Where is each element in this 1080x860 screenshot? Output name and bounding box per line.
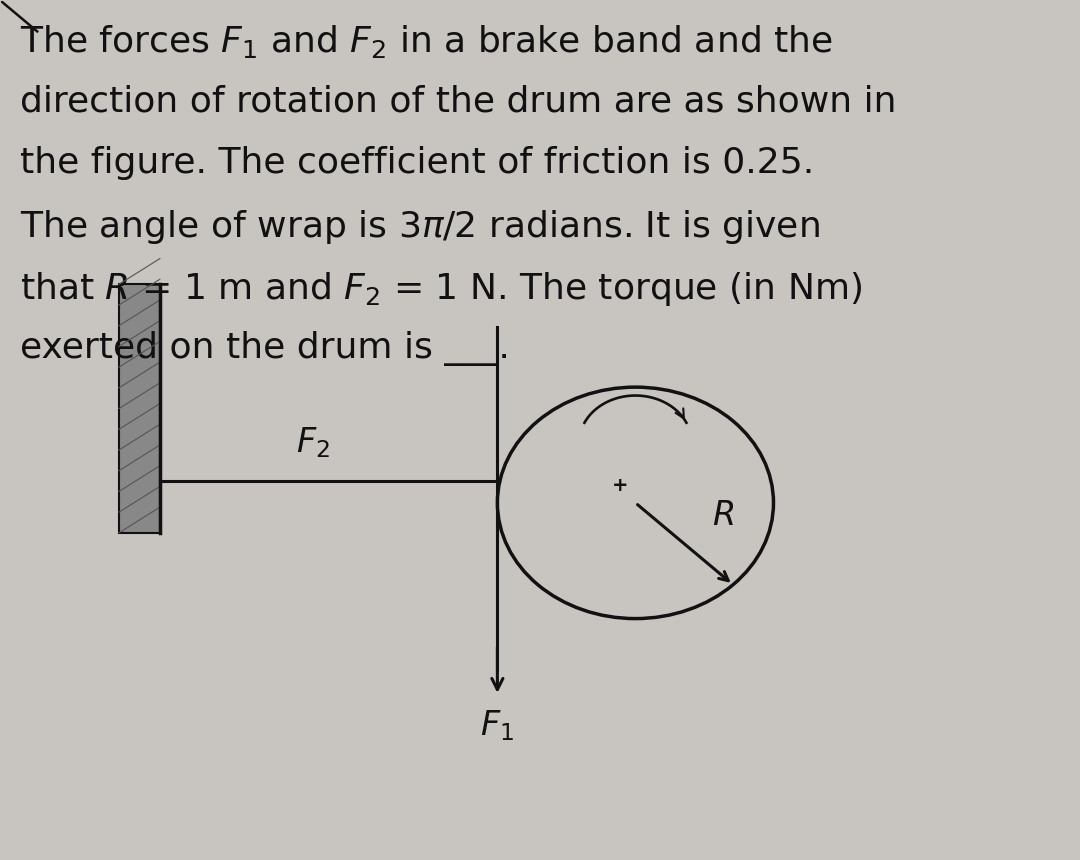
Polygon shape [119,285,160,533]
Text: +: + [612,476,629,495]
Text: The forces $F_1$ and $F_2$ in a brake band and the: The forces $F_1$ and $F_2$ in a brake ba… [19,23,833,60]
Text: The angle of wrap is $3\pi/2$ radians. It is given: The angle of wrap is $3\pi/2$ radians. I… [19,208,820,246]
Text: direction of rotation of the drum are as shown in: direction of rotation of the drum are as… [19,84,896,119]
Text: $F_1$: $F_1$ [481,709,514,743]
Text: $R$: $R$ [712,499,734,532]
Text: the figure. The coefficient of friction is 0.25.: the figure. The coefficient of friction … [19,146,814,181]
Text: $F_2$: $F_2$ [296,426,330,460]
Text: that $R$ = 1 m and $F_2$ = 1 N. The torque (in Nm): that $R$ = 1 m and $F_2$ = 1 N. The torq… [19,270,862,308]
Text: exerted on the drum is ___.: exerted on the drum is ___. [19,331,510,366]
